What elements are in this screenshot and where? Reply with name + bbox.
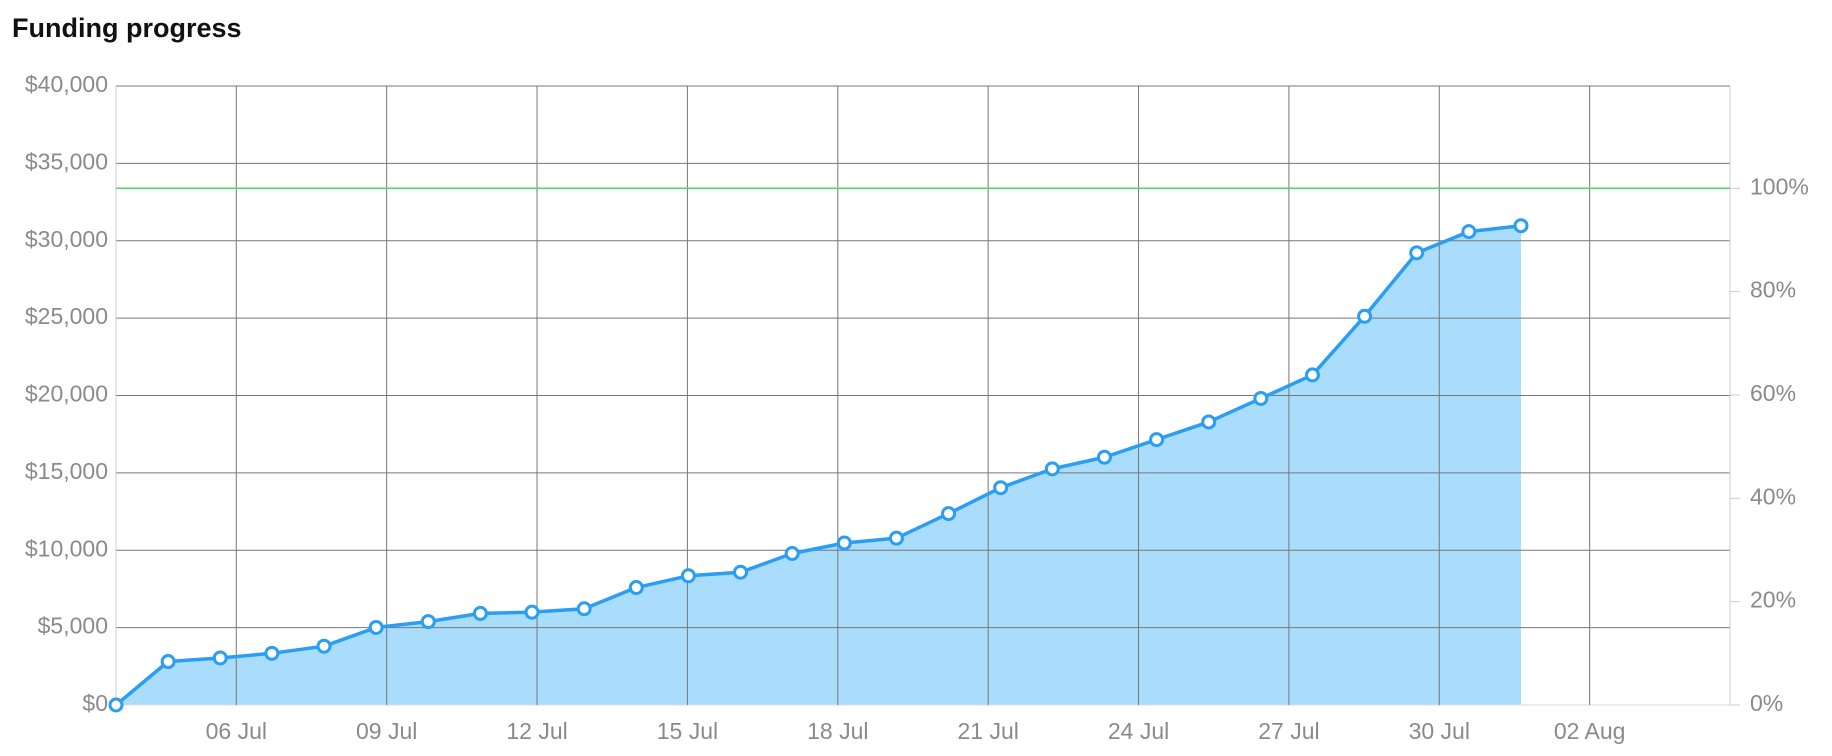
data-point: [1149, 432, 1165, 448]
data-point: [472, 605, 488, 621]
y2-tick-label: 20%: [1750, 587, 1796, 613]
x-tick-label: 09 Jul: [356, 718, 417, 744]
y2-tick-label: 60%: [1750, 380, 1796, 406]
series-line: [114, 224, 1522, 707]
data-point: [888, 530, 904, 546]
data-point: [264, 645, 280, 661]
y-tick-label: $0: [82, 690, 108, 716]
area-fill: [116, 225, 1521, 705]
data-point: [1409, 245, 1425, 261]
data-point: [368, 619, 384, 635]
x-tick-label: 06 Jul: [206, 718, 267, 744]
data-point: [1044, 461, 1060, 477]
y-tick-label: $15,000: [25, 458, 108, 484]
data-point: [836, 535, 852, 551]
x-tick-label: 21 Jul: [957, 718, 1018, 744]
data-point: [576, 601, 592, 617]
data-point: [420, 614, 436, 630]
y-tick-label: $40,000: [25, 71, 108, 97]
x-tick-label: 27 Jul: [1258, 718, 1319, 744]
y2-tick-label: 40%: [1750, 483, 1796, 509]
y2-tick-label: 0%: [1750, 690, 1783, 716]
x-tick-label: 15 Jul: [657, 718, 718, 744]
data-point: [524, 604, 540, 620]
x-tick-label: 30 Jul: [1409, 718, 1470, 744]
data-point: [993, 480, 1009, 496]
data-point: [1304, 367, 1320, 383]
data-point: [1357, 308, 1373, 324]
x-tick-label: 18 Jul: [807, 718, 868, 744]
y-tick-label: $30,000: [25, 226, 108, 252]
y-tick-label: $25,000: [25, 303, 108, 329]
x-tick-label: 02 Aug: [1554, 718, 1626, 744]
y-tick-label: $35,000: [25, 148, 108, 174]
data-point: [784, 545, 800, 561]
data-point: [1096, 449, 1112, 465]
data-point: [628, 580, 644, 596]
data-point: [316, 638, 332, 654]
data-point: [1461, 224, 1477, 240]
data-point: [733, 564, 749, 580]
data-point: [1201, 414, 1217, 430]
data-point: [1513, 218, 1529, 234]
y-tick-label: $5,000: [38, 613, 108, 639]
data-point: [941, 506, 957, 522]
y2-tick-label: 100%: [1750, 173, 1809, 199]
data-point: [108, 697, 124, 713]
data-point: [160, 654, 176, 670]
y-tick-label: $10,000: [25, 535, 108, 561]
y-tick-label: $20,000: [25, 381, 108, 407]
x-tick-label: 24 Jul: [1108, 718, 1169, 744]
chart-title: Funding progress: [12, 13, 242, 43]
data-point: [212, 650, 228, 666]
data-point: [680, 568, 696, 584]
data-point: [1253, 390, 1269, 406]
x-tick-label: 12 Jul: [506, 718, 567, 744]
y2-tick-label: 80%: [1750, 277, 1796, 303]
